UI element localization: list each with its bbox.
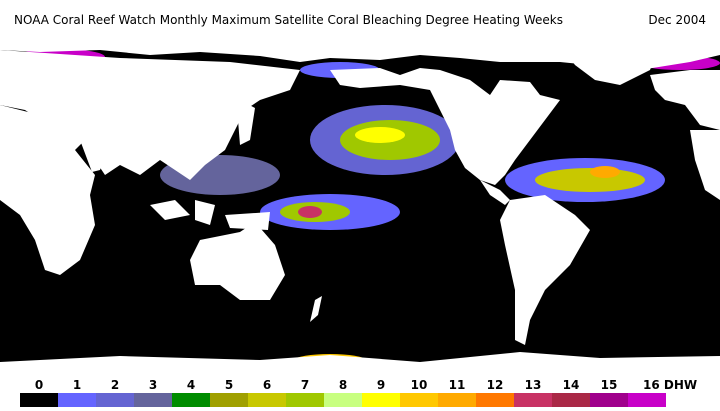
legend: 0 1 2 3 4 5 6 7 8 9 10 11 12 13 14 15 16 DHW [20,378,697,407]
legend-swatch [438,393,476,407]
legend-label: 10 [411,378,428,392]
legend-swatch [400,393,438,407]
legend-swatch [552,393,590,407]
legend-label: 13 [525,378,542,392]
legend-swatch [58,393,96,407]
legend-label: 12 [487,378,504,392]
legend-label: 11 [449,378,466,392]
legend-label: 14 [563,378,580,392]
legend-swatch [362,393,400,407]
land [0,40,720,370]
legend-unit: DHW [664,378,697,392]
legend-swatch [96,393,134,407]
legend-swatch [248,393,286,407]
legend-swatch [172,393,210,407]
legend-swatch [210,393,248,407]
legend-label: 1 [73,378,81,392]
legend-label: 3 [149,378,157,392]
legend-label: 6 [263,378,271,392]
legend-swatch [476,393,514,407]
legend-label: 8 [339,378,347,392]
legend-swatch [324,393,362,407]
legend-label: 9 [377,378,385,392]
legend-label: 16 DHW [643,378,697,392]
legend-swatch [590,393,628,407]
legend-swatch [628,393,666,407]
legend-swatch [134,393,172,407]
legend-swatch [286,393,324,407]
legend-label: 2 [111,378,119,392]
legend-swatch [20,393,58,407]
date: Dec 2004 [648,13,706,27]
legend-value: 16 [643,378,660,392]
map [0,40,720,370]
legend-label: 7 [301,378,309,392]
legend-label: 5 [225,378,233,392]
legend-label: 0 [35,378,43,392]
title: NOAA Coral Reef Watch Monthly Maximum Sa… [14,13,563,27]
legend-label: 4 [187,378,195,392]
legend-swatch [514,393,552,407]
legend-label: 15 [601,378,618,392]
